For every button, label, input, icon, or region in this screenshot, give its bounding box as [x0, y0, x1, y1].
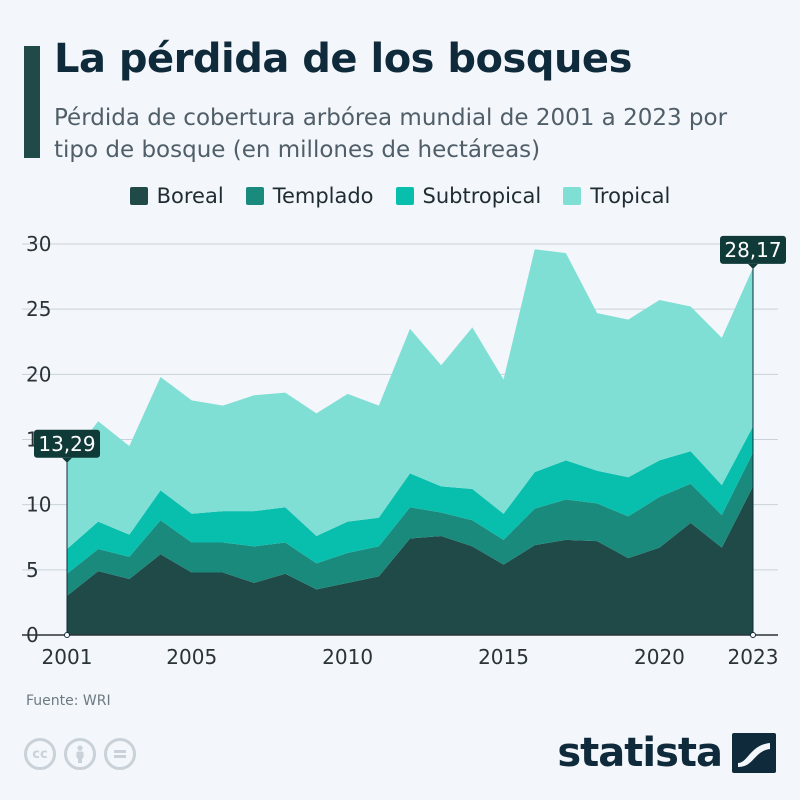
x-tick-label-2020: 2020 [634, 645, 685, 669]
title-accent-bar [24, 46, 40, 158]
legend-label-tropical: Tropical [590, 184, 671, 208]
x-tick-label-2010: 2010 [322, 645, 373, 669]
legend-item-tropical: Tropical [563, 184, 670, 208]
y-tick-label-20: 20 [26, 362, 51, 386]
license-icons: cc [24, 738, 136, 770]
area-subtropical [67, 426, 753, 574]
legend-swatch-templado [245, 187, 264, 205]
statista-wordmark: statista [557, 730, 723, 776]
annotation-label-2001: 13,29 [38, 432, 95, 456]
equals-icon[interactable] [104, 738, 136, 770]
statista-logo[interactable]: statista [557, 730, 776, 776]
legend-swatch-subtropical [395, 187, 414, 205]
person-icon[interactable] [64, 738, 96, 770]
area-templado [67, 452, 753, 596]
annotation-box-2023 [720, 235, 786, 264]
legend-label-subtropical: Subtropical [422, 184, 542, 208]
area-boreal [67, 486, 753, 635]
source-note: Fuente: WRI [26, 693, 111, 709]
x-tick-label-2005: 2005 [166, 645, 217, 669]
legend-swatch-boreal [129, 187, 148, 205]
legend-item-boreal: Boreal [129, 184, 224, 208]
y-tick-label-30: 30 [26, 232, 51, 256]
statista-logo-icon [732, 733, 776, 773]
legend-label-templado: Templado [272, 184, 374, 208]
annotation-pointer-2023 [748, 263, 758, 269]
y-tick-label-10: 10 [26, 493, 51, 517]
x-tick-label-2023: 2023 [728, 645, 779, 669]
annotation-dot-2001 [64, 632, 70, 638]
annotation-label-2023: 28,17 [724, 238, 781, 262]
annotation-box-2001 [34, 429, 100, 458]
page-title: La pérdida de los bosques [54, 36, 632, 82]
x-tick-label-2001: 2001 [42, 645, 93, 669]
legend-item-templado: Templado [245, 184, 374, 208]
page-subtitle: Pérdida de cobertura arbórea mundial de … [54, 105, 728, 163]
y-tick-label-25: 25 [26, 297, 51, 321]
stacked-area-chart: 05101520253020012005201020152020202313,2… [22, 232, 786, 669]
annotation-dot-2023 [750, 632, 756, 638]
area-tropical [67, 249, 753, 549]
legend-label-boreal: Boreal [156, 184, 224, 208]
x-tick-label-2015: 2015 [478, 645, 529, 669]
chart-legend: Boreal Templado Subtropical Tropical [0, 184, 800, 208]
legend-item-subtropical: Subtropical [395, 184, 542, 208]
y-tick-label-5: 5 [26, 558, 39, 582]
annotation-pointer-2001 [62, 457, 72, 463]
legend-swatch-tropical [563, 187, 582, 205]
cc-icon[interactable]: cc [24, 738, 56, 770]
